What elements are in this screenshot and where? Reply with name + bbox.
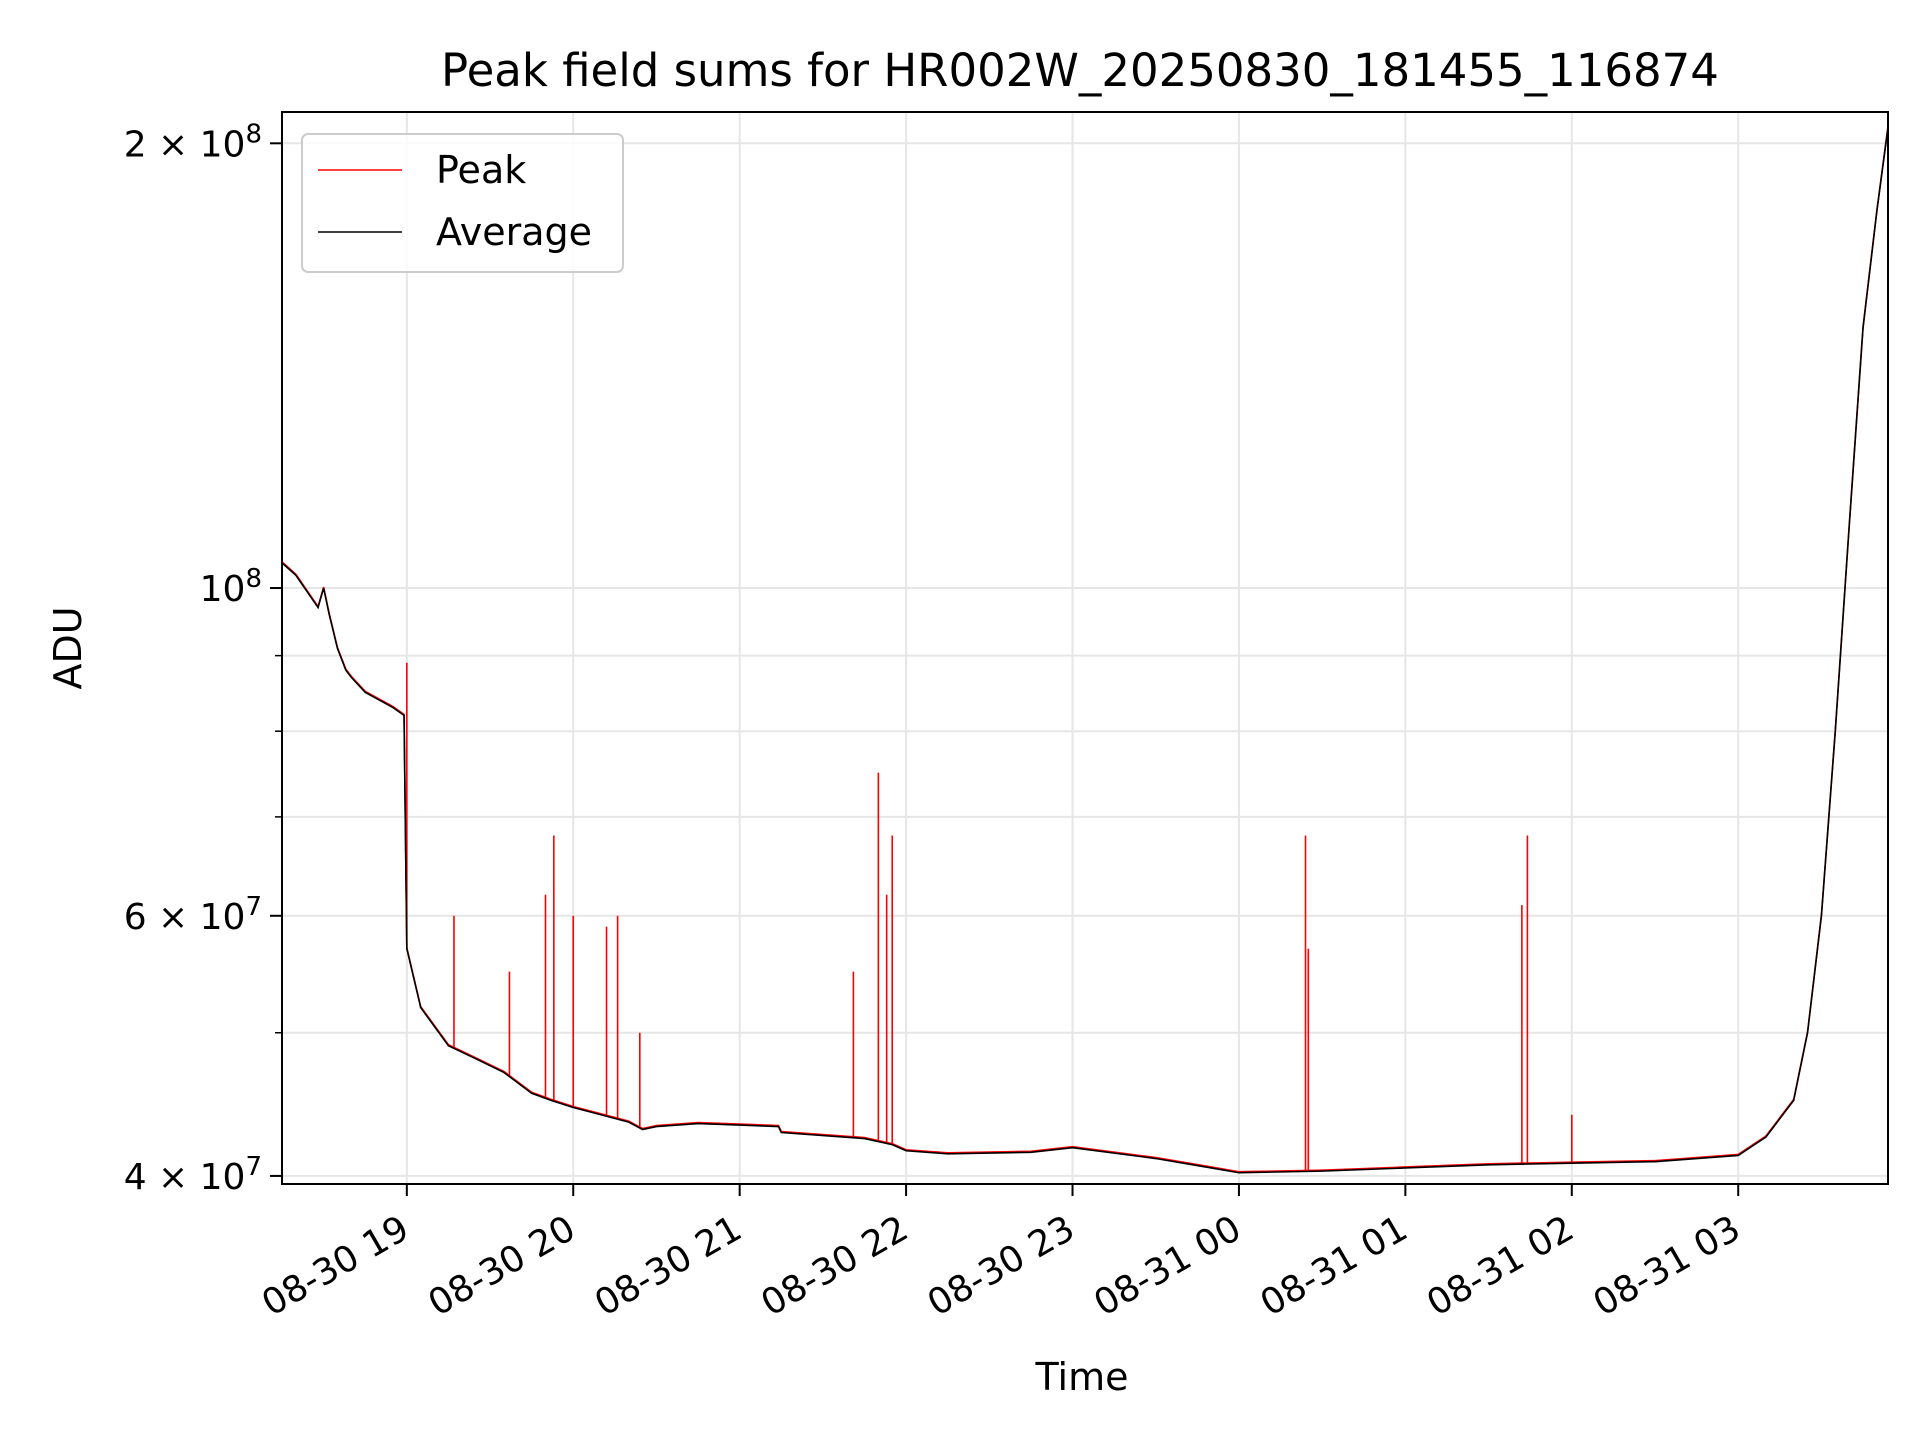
y-axis-label: ADU (46, 606, 90, 689)
series-line-peak (281, 126, 1889, 1173)
y-tick-label: 108 (200, 564, 262, 610)
y-tick-label: 2 × 108 (124, 119, 262, 165)
x-axis-label: Time (1035, 1355, 1129, 1399)
plot-area (281, 126, 1889, 1174)
grid (282, 112, 1888, 1184)
y-tick-label: 6 × 107 (124, 892, 262, 938)
legend-box (301, 133, 624, 273)
y-tick-label: 4 × 107 (124, 1152, 262, 1198)
series-line-average (281, 127, 1889, 1174)
chart-title: Peak field sums for HR002W_20250830_1814… (441, 44, 1719, 97)
legend: Peak Average (301, 133, 624, 273)
legend-label-peak: Peak (436, 148, 526, 192)
legend-label-average: Average (436, 210, 592, 254)
plot-frame (281, 111, 1889, 1185)
